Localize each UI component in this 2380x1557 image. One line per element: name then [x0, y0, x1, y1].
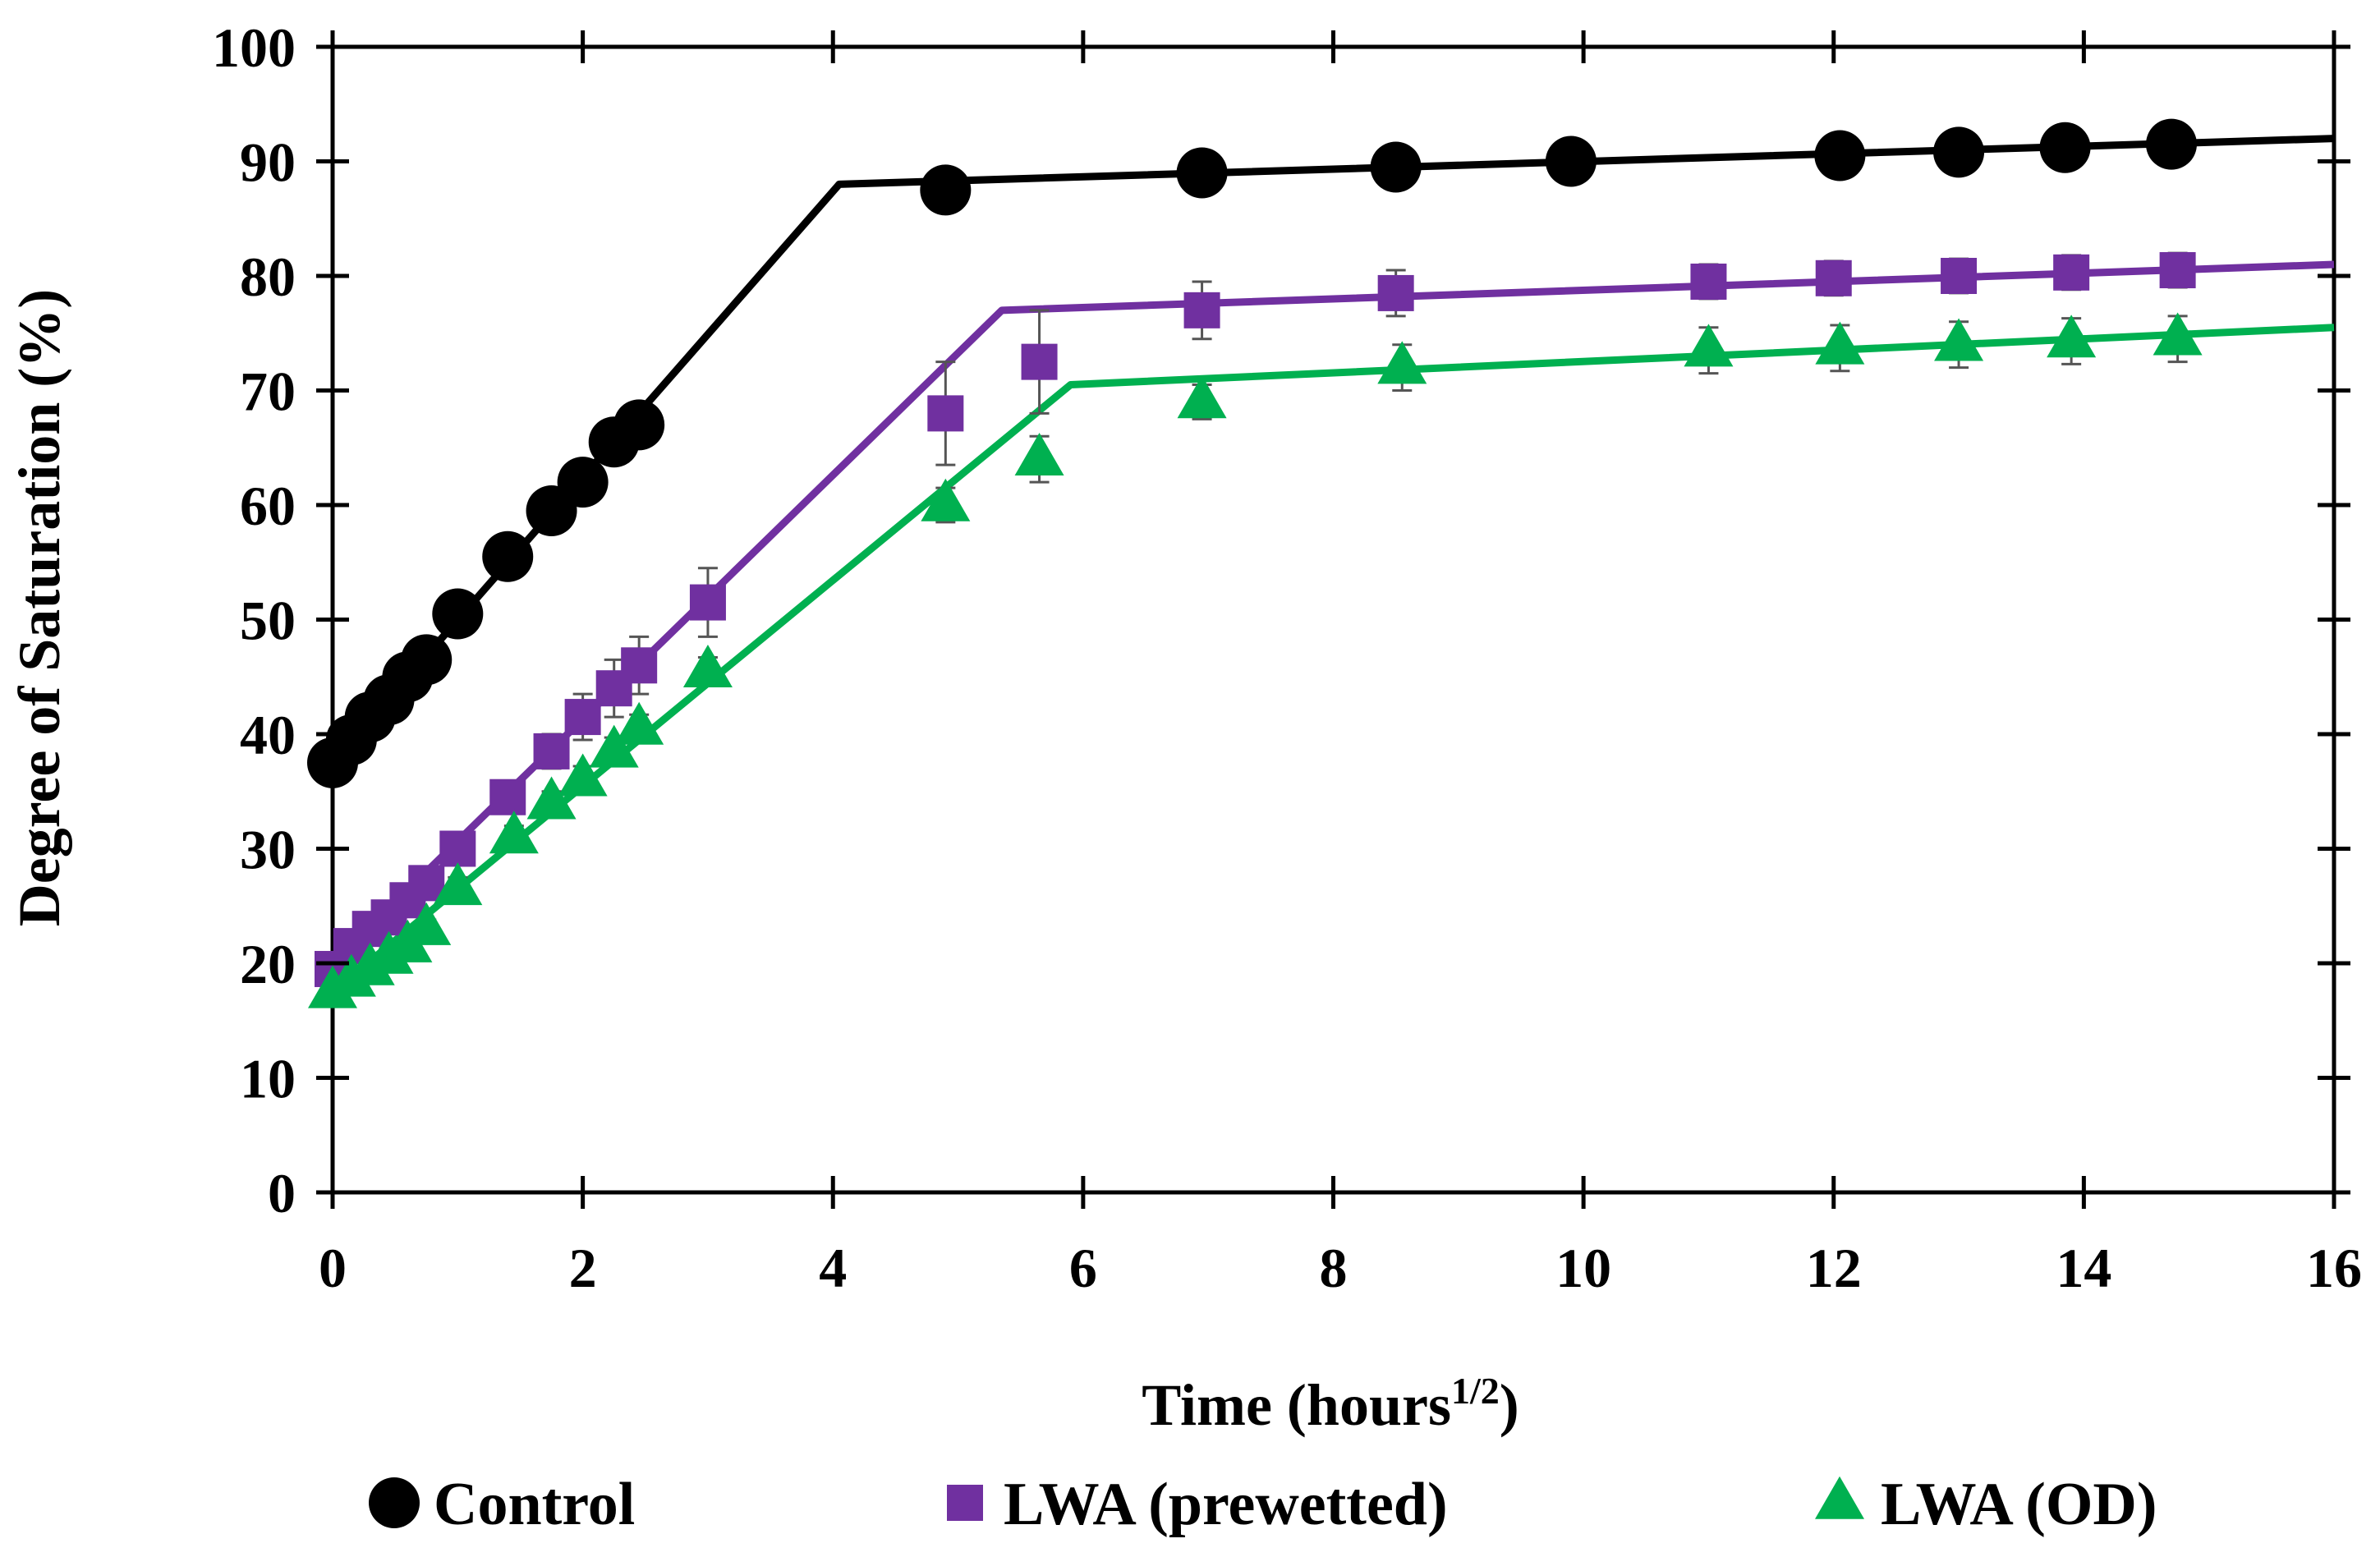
data-point-lwa-od	[1815, 321, 1865, 365]
data-point-lwa-prewetted	[533, 733, 570, 769]
data-point-lwa-prewetted	[689, 584, 726, 621]
data-markers	[307, 118, 2203, 1008]
data-point-lwa-prewetted	[1377, 274, 1414, 311]
plot-frame	[330, 44, 2336, 1195]
legend-label-lwa-prewetted: LWA (prewetted)	[1004, 1471, 1448, 1538]
y-tick-label: 30	[240, 819, 296, 881]
error-bars	[323, 251, 2188, 1003]
data-point-lwa-prewetted	[2159, 252, 2196, 289]
data-point-lwa-prewetted	[439, 830, 476, 867]
x-axis-title-close: )	[1500, 1372, 1519, 1438]
data-point-control	[1933, 126, 1985, 178]
legend: Control LWA (prewetted) LWA (OD)	[369, 1471, 2157, 1538]
data-point-lwa-od	[1177, 375, 1227, 419]
data-point-control	[2039, 122, 2091, 173]
legend-label-lwa-od: LWA (OD)	[1881, 1471, 2157, 1538]
data-point-lwa-od	[1934, 318, 1984, 361]
data-point-control	[920, 164, 972, 216]
data-point-lwa-od	[1377, 341, 1427, 384]
data-point-control	[1176, 147, 1228, 199]
data-point-control	[2145, 118, 2197, 170]
data-point-lwa-od	[558, 753, 608, 797]
data-point-lwa-prewetted	[1690, 263, 1727, 300]
x-tick-label: 4	[819, 1237, 847, 1299]
data-point-lwa-prewetted	[408, 865, 445, 902]
data-point-lwa-od	[682, 645, 733, 688]
data-point-control	[1814, 130, 1866, 181]
data-point-lwa-prewetted	[1021, 343, 1058, 380]
data-point-lwa-prewetted	[489, 778, 526, 815]
data-point-lwa-od	[2047, 315, 2097, 358]
legend-marker-lwa-prewetted	[947, 1485, 983, 1521]
data-point-lwa-od	[402, 902, 452, 945]
data-point-control	[401, 634, 453, 686]
legend-marker-lwa-od	[1815, 1476, 1864, 1519]
data-point-lwa-od	[489, 811, 539, 854]
plot-area	[330, 44, 2336, 1195]
x-tick-label: 8	[1320, 1237, 1348, 1299]
x-tick-label: 16	[2306, 1237, 2362, 1299]
data-point-lwa-od	[433, 862, 483, 906]
data-point-lwa-prewetted	[927, 395, 964, 432]
x-tick-label: 0	[319, 1237, 347, 1299]
data-point-lwa-od	[589, 724, 639, 768]
data-point-control	[482, 530, 534, 582]
y-tick-label: 20	[240, 933, 296, 995]
y-tick-label: 10	[240, 1048, 296, 1110]
x-tick-label: 14	[2056, 1237, 2111, 1299]
data-point-control	[557, 457, 609, 508]
y-tick-label: 100	[212, 16, 296, 79]
data-point-lwa-prewetted	[1815, 260, 1852, 296]
data-point-lwa-prewetted	[2053, 254, 2090, 291]
data-point-lwa-od	[921, 478, 971, 521]
data-point-lwa-od	[1684, 324, 1734, 367]
legend-marker-control	[369, 1477, 420, 1528]
y-tick-label: 0	[268, 1162, 296, 1224]
y-tick-label: 50	[240, 590, 296, 652]
x-tick-label: 12	[1806, 1237, 1862, 1299]
fit-lines	[329, 135, 2335, 995]
data-point-lwa-prewetted	[564, 699, 601, 736]
data-point-control	[1370, 141, 1422, 193]
y-tick-label: 90	[240, 131, 296, 194]
data-point-lwa-prewetted	[1941, 258, 1978, 294]
y-tick-label: 60	[240, 475, 296, 537]
x-axis-title-superscript: 1/2	[1451, 1370, 1500, 1412]
data-point-lwa-od	[614, 701, 664, 745]
y-tick-label: 40	[240, 704, 296, 766]
data-point-control	[432, 588, 484, 640]
x-tick-label: 2	[569, 1237, 597, 1299]
data-point-lwa-od	[1014, 432, 1064, 475]
x-axis-title: Time (hours1/2)	[1142, 1370, 1519, 1438]
x-tick-label: 6	[1069, 1237, 1097, 1299]
legend-label-control: Control	[434, 1471, 635, 1538]
axis-ticks: 0 10 20 30 40 50 60 70 80 90 100 0 2 4 6 8 10 12 14 16	[212, 16, 2362, 1299]
x-tick-label: 10	[1555, 1237, 1611, 1299]
data-point-control	[613, 399, 665, 451]
y-tick-label: 70	[240, 361, 296, 423]
data-point-control	[1545, 135, 1597, 187]
y-axis-title: Degree of Saturation (%)	[7, 289, 72, 927]
data-point-lwa-od	[2153, 312, 2203, 356]
y-tick-label: 80	[240, 246, 296, 308]
x-axis-title-main: Time (hours	[1142, 1372, 1451, 1438]
data-point-lwa-od	[526, 776, 577, 820]
data-point-lwa-prewetted	[1183, 292, 1220, 328]
data-point-lwa-prewetted	[621, 647, 658, 684]
